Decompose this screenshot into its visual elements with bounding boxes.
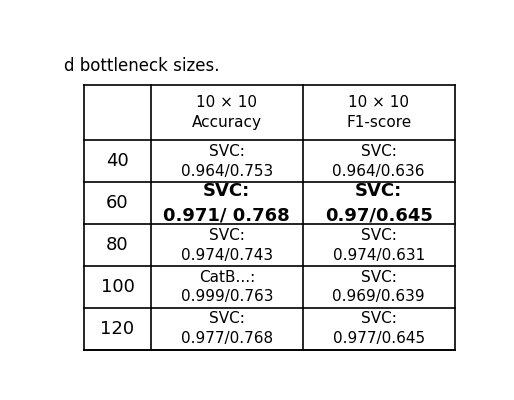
Text: 60: 60	[106, 194, 129, 212]
Text: 10 × 10
F1-score: 10 × 10 F1-score	[346, 95, 411, 130]
Text: SVC:
0.964/0.753: SVC: 0.964/0.753	[181, 144, 273, 179]
Text: SVC:
0.969/0.639: SVC: 0.969/0.639	[333, 270, 425, 304]
Text: SVC:
0.964/0.636: SVC: 0.964/0.636	[333, 144, 425, 179]
Text: 120: 120	[100, 320, 135, 338]
Text: SVC:
0.971/ 0.768: SVC: 0.971/ 0.768	[163, 182, 290, 224]
Text: SVC:
0.974/0.631: SVC: 0.974/0.631	[333, 228, 425, 262]
Text: SVC:
0.97/0.645: SVC: 0.97/0.645	[325, 182, 433, 224]
Text: CatB...:
0.999/0.763: CatB...: 0.999/0.763	[180, 270, 273, 304]
Text: 80: 80	[106, 236, 129, 254]
Text: SVC:
0.977/0.768: SVC: 0.977/0.768	[181, 312, 273, 346]
Text: 40: 40	[106, 152, 129, 170]
Text: d bottleneck sizes.: d bottleneck sizes.	[64, 57, 220, 75]
Text: SVC:
0.974/0.743: SVC: 0.974/0.743	[181, 228, 273, 262]
Text: SVC:
0.977/0.645: SVC: 0.977/0.645	[333, 312, 425, 346]
Text: 100: 100	[101, 278, 135, 296]
Text: 10 × 10
Accuracy: 10 × 10 Accuracy	[192, 95, 262, 130]
